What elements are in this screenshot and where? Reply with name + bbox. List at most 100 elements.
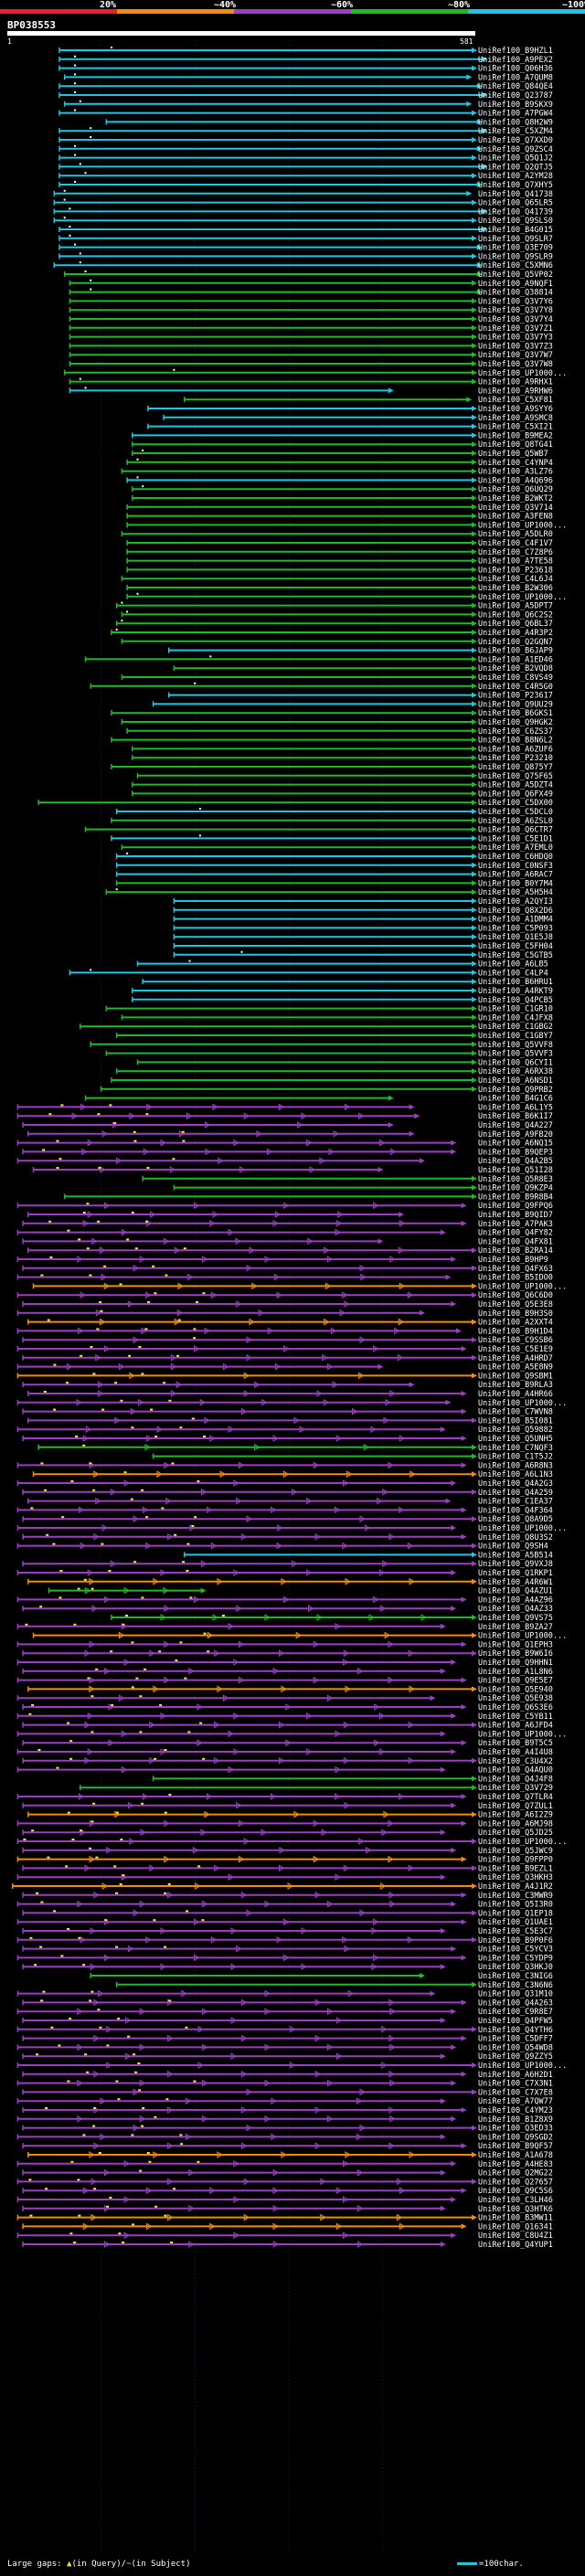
hit-label[interactable]: UniRef100_C3N6N6 bbox=[478, 1981, 553, 1990]
hit-label[interactable]: UniRef100_C5FH04 bbox=[478, 942, 553, 951]
hit-label[interactable]: UniRef100_Q3V7Y6 bbox=[478, 297, 553, 306]
hit-row[interactable]: UniRef100_A6MJ98 bbox=[16, 1819, 553, 1829]
hit-row[interactable]: UniRef100_A1DMM4 bbox=[173, 916, 553, 925]
hit-label[interactable]: UniRef100_C7X7E8 bbox=[478, 2088, 553, 2097]
hit-row[interactable]: UniRef100_B9EZL1 bbox=[22, 1864, 553, 1873]
hit-label[interactable]: UniRef100_C5YCV3 bbox=[478, 1945, 553, 1955]
hit-label[interactable]: UniRef100_UP1000... bbox=[478, 1399, 567, 1408]
hit-label[interactable]: UniRef100_C9SSB6 bbox=[478, 1336, 553, 1345]
hit-row[interactable]: UniRef100_Q4J4F8 bbox=[152, 1775, 553, 1784]
hit-label[interactable]: UniRef100_C3U4X2 bbox=[478, 1757, 553, 1766]
hit-row[interactable]: UniRef100_Q9ZZY5 bbox=[22, 2052, 553, 2062]
hit-row[interactable]: UniRef100_Q6CYI1 bbox=[136, 1058, 553, 1067]
hit-label[interactable]: UniRef100_A7QUM8 bbox=[478, 73, 553, 82]
hit-label[interactable]: UniRef100_Q6C6D0 bbox=[478, 1291, 553, 1300]
hit-row[interactable]: UniRef100_Q1RKP1 bbox=[16, 1569, 553, 1578]
hit-row[interactable]: UniRef100_C5FH04 bbox=[173, 942, 553, 951]
hit-label[interactable]: UniRef100_Q9ZZY5 bbox=[478, 2052, 553, 2062]
hit-label[interactable]: UniRef100_C6HDQ0 bbox=[478, 853, 553, 862]
hit-label[interactable]: UniRef100_C4YM23 bbox=[478, 2106, 553, 2115]
hit-row[interactable]: UniRef100_B6GKS1 bbox=[111, 709, 553, 718]
hit-row[interactable]: UniRef100_Q8A9D5 bbox=[22, 1515, 553, 1524]
hit-label[interactable]: UniRef100_Q5Q1J2 bbox=[478, 154, 553, 164]
hit-row[interactable]: UniRef100_Q9SBM1 bbox=[16, 1372, 553, 1381]
hit-label[interactable]: UniRef100_Q27657 bbox=[478, 2178, 553, 2187]
hit-row[interactable]: UniRef100_Q9E5E7 bbox=[16, 1677, 553, 1686]
hit-label[interactable]: UniRef100_B9SKX9 bbox=[478, 101, 553, 110]
hit-label[interactable]: UniRef100_A6ZSL0 bbox=[478, 817, 553, 826]
hit-row[interactable]: UniRef100_A9NQF1 bbox=[69, 279, 553, 289]
hit-row[interactable]: UniRef100_C3N6N6 bbox=[115, 1981, 553, 1990]
hit-row[interactable]: UniRef100_B5IDO0 bbox=[16, 1274, 553, 1283]
hit-row[interactable]: UniRef100_Q9HGK2 bbox=[121, 718, 553, 727]
hit-row[interactable]: UniRef100_C5DCL0 bbox=[115, 808, 553, 817]
hit-label[interactable]: UniRef100_Q9C5S6 bbox=[478, 2187, 553, 2196]
hit-label[interactable]: UniRef100_B9HZL1 bbox=[478, 47, 553, 56]
hit-row[interactable]: UniRef100_C1EA37 bbox=[27, 1498, 553, 1507]
hit-row[interactable]: UniRef100_A6NQ15 bbox=[16, 1140, 553, 1149]
hit-label[interactable]: UniRef100_Q9VXJ8 bbox=[478, 1560, 553, 1569]
hit-row[interactable]: UniRef100_Q5VVF8 bbox=[90, 1041, 553, 1050]
hit-row[interactable]: UniRef100_B2VQD8 bbox=[173, 664, 553, 673]
hit-label[interactable]: UniRef100_C7NQF3 bbox=[478, 1444, 553, 1453]
hit-row[interactable]: UniRef100_A6LB5 bbox=[136, 959, 548, 970]
hit-row[interactable]: UniRef100_Q3E709 bbox=[58, 243, 553, 253]
hit-label[interactable]: UniRef100_Q7TLR4 bbox=[478, 1793, 553, 1802]
hit-row[interactable]: UniRef100_Q23787 bbox=[58, 91, 553, 101]
hit-row[interactable]: UniRef100_Q6C2S2 bbox=[121, 610, 553, 620]
hit-label[interactable]: UniRef100_B9MEA2 bbox=[478, 431, 553, 440]
hit-label[interactable]: UniRef100_UP1000... bbox=[478, 1838, 567, 1847]
hit-label[interactable]: UniRef100_Q41738 bbox=[478, 190, 553, 199]
hit-label[interactable]: UniRef100_Q75F65 bbox=[478, 772, 553, 781]
hit-row[interactable]: UniRef100_Q4A227 bbox=[22, 1121, 553, 1130]
hit-row[interactable]: UniRef100_A1ED46 bbox=[84, 655, 553, 664]
hit-row[interactable]: UniRef100_C3MWR9 bbox=[22, 1892, 553, 1901]
hit-row[interactable]: UniRef100_Q6CTR7 bbox=[84, 826, 553, 835]
hit-label[interactable]: UniRef100_B0Y7M4 bbox=[478, 879, 553, 888]
hit-label[interactable]: UniRef100_Q875Y7 bbox=[478, 763, 553, 772]
hit-label[interactable]: UniRef100_B9T5C5 bbox=[478, 1739, 553, 1748]
hit-label[interactable]: UniRef100_UP1000... bbox=[478, 1632, 567, 1641]
hit-label[interactable]: UniRef100_A9PEX2 bbox=[478, 56, 553, 65]
hit-row[interactable]: UniRef100_Q6UQ29 bbox=[132, 485, 553, 494]
hit-row[interactable]: UniRef100_Q9SLS0 bbox=[53, 217, 553, 226]
hit-label[interactable]: UniRef100_C5P093 bbox=[478, 924, 553, 933]
hit-label[interactable]: UniRef100_A6L1Y5 bbox=[478, 1103, 553, 1112]
hit-label[interactable]: UniRef100_UP1000... bbox=[478, 593, 567, 602]
hit-row[interactable]: UniRef100_A5B514 bbox=[184, 1551, 553, 1560]
hit-row[interactable]: UniRef100_B9H3S0 bbox=[16, 1309, 553, 1319]
hit-row[interactable]: UniRef100_A5DLR0 bbox=[121, 530, 553, 539]
hit-row[interactable]: UniRef100_C3NIG6 bbox=[90, 1972, 553, 1981]
hit-label[interactable]: UniRef100_Q4A2G3 bbox=[478, 1479, 553, 1489]
hit-row[interactable]: UniRef100_Q3V7W8 bbox=[69, 360, 553, 369]
hit-label[interactable]: UniRef100_A6R8N3 bbox=[478, 1461, 553, 1470]
hit-label[interactable]: UniRef100_Q84QE4 bbox=[478, 82, 553, 91]
hit-label[interactable]: UniRef100_A5DZT4 bbox=[478, 781, 553, 790]
hit-label[interactable]: UniRef100_C9R8E7 bbox=[478, 2008, 553, 2017]
hit-label[interactable]: UniRef100_Q3V714 bbox=[478, 504, 553, 513]
hit-label[interactable]: UniRef100_Q9UU29 bbox=[478, 700, 553, 709]
hit-row[interactable]: UniRef100_B6JAP9 bbox=[167, 647, 553, 656]
hit-label[interactable]: UniRef100_A7PAK3 bbox=[478, 1220, 553, 1229]
hit-label[interactable]: UniRef100_B6K1I7 bbox=[478, 1112, 553, 1121]
hit-label[interactable]: UniRef100_Q2GQN7 bbox=[478, 638, 553, 647]
hit-row[interactable]: UniRef100_Q65LR5 bbox=[53, 198, 553, 208]
hit-row[interactable]: UniRef100_Q3ED33 bbox=[22, 2125, 553, 2134]
hit-label[interactable]: UniRef100_A7QW77 bbox=[478, 2097, 553, 2106]
hit-row[interactable]: UniRef100_Q9SLR7 bbox=[58, 234, 553, 244]
hit-label[interactable]: UniRef100_C8U4Z1 bbox=[478, 2231, 553, 2241]
hit-label[interactable]: UniRef100_C5XZM4 bbox=[478, 127, 553, 136]
hit-label[interactable]: UniRef100_Q4YUP1 bbox=[478, 2241, 553, 2250]
hit-row[interactable]: UniRef100_Q4PCB5 bbox=[132, 996, 553, 1005]
hit-label[interactable]: UniRef100_Q1E5J8 bbox=[478, 933, 553, 942]
hit-label[interactable]: UniRef100_A6MJ98 bbox=[478, 1819, 553, 1829]
hit-row[interactable]: UniRef100_Q3HTK6 bbox=[22, 2205, 553, 2214]
hit-row[interactable]: UniRef100_B9R8B4 bbox=[63, 1193, 553, 1202]
hit-row[interactable]: UniRef100_Q5UNH5 bbox=[22, 1435, 553, 1444]
hit-label[interactable]: UniRef100_A4RKT9 bbox=[478, 987, 553, 996]
hit-label[interactable]: UniRef100_A7TE58 bbox=[478, 557, 553, 567]
hit-label[interactable]: UniRef100_A4HR66 bbox=[478, 1390, 553, 1399]
hit-label[interactable]: UniRef100_B9H3S0 bbox=[478, 1309, 553, 1319]
hit-label[interactable]: UniRef100_C1GBG2 bbox=[478, 1023, 553, 1032]
hit-row[interactable]: UniRef100_Q875Y7 bbox=[111, 763, 553, 772]
